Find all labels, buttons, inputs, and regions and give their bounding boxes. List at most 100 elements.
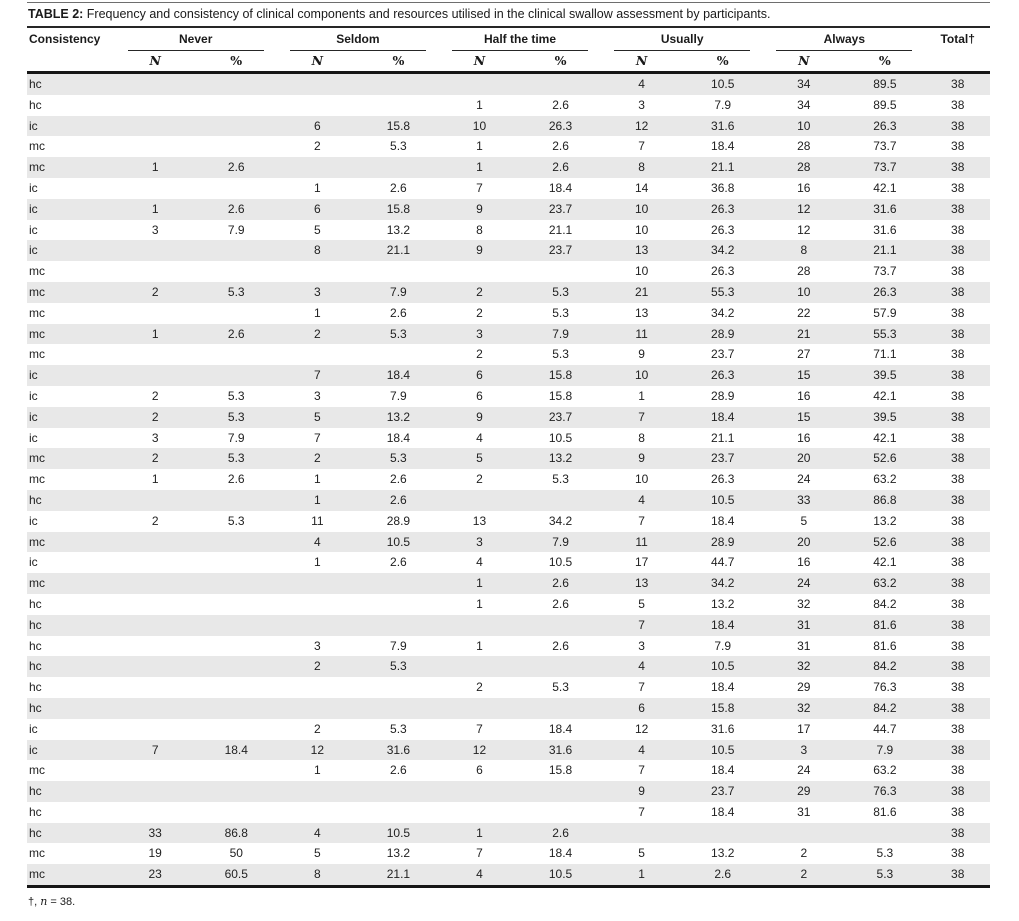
value-cell: 5.3 — [227, 451, 245, 466]
value-cell: 18.4 — [711, 804, 735, 819]
value-cell: 12 — [472, 742, 487, 757]
value-cell: 3 — [313, 638, 321, 653]
table-row: mc 4 10.5 3 7.9 11 28.9 20 52.6 38 — [27, 531, 990, 553]
total-cell: 38 — [951, 804, 965, 819]
value-cell: 15.8 — [386, 118, 411, 133]
value-cell: 1 — [638, 388, 645, 403]
value-cell: 7 — [476, 180, 483, 195]
value-cell: 44.7 — [873, 721, 897, 736]
value-cell: 2.6 — [390, 555, 407, 570]
value-cell: 12 — [310, 742, 324, 757]
value-cell: 20 — [797, 451, 811, 466]
table-row: mc 2 5.3 1 2.6 7 18.4 28 73.7 38 — [27, 136, 990, 157]
table-row: ic 3 7.9 7 18.4 4 10.5 8 21.1 16 42.1 38 — [27, 428, 990, 449]
value-cell — [115, 532, 196, 553]
subheader-seldom-n: N — [276, 51, 358, 74]
total-cell: 38 — [951, 700, 965, 715]
value-cell: 28.9 — [711, 326, 735, 341]
value-cell: 7.9 — [552, 326, 569, 341]
consistency-cell: mc — [27, 864, 115, 889]
value-cell — [196, 240, 277, 261]
value-cell — [358, 344, 439, 365]
value-cell: 42.1 — [873, 180, 897, 195]
value-cell — [358, 261, 439, 282]
value-cell — [844, 823, 925, 844]
value-cell: 8 — [638, 160, 645, 175]
value-cell: 84.2 — [873, 596, 897, 611]
value-cell: 6 — [476, 763, 483, 778]
value-cell: 20 — [797, 534, 811, 549]
value-cell: 13.2 — [548, 451, 573, 466]
consistency-cell: ic — [29, 721, 38, 736]
value-cell: 10.5 — [711, 77, 735, 91]
value-cell: 13.2 — [386, 846, 411, 861]
value-cell: 12 — [634, 118, 649, 133]
total-cell: 38 — [951, 492, 965, 507]
table-row: mc 2 5.3 2 5.3 5 13.2 9 23.7 20 52.6 38 — [27, 448, 990, 470]
value-cell — [115, 344, 196, 365]
value-cell — [196, 552, 277, 573]
frequency-consistency-table: Consistency Never Seldom Half the time U… — [27, 28, 990, 889]
value-cell — [277, 261, 358, 282]
table-header: Consistency Never Seldom Half the time U… — [27, 28, 990, 74]
total-cell: 38 — [951, 305, 965, 320]
table-row: hc 7 18.4 31 81.6 38 — [27, 614, 990, 636]
column-group-half-the-time-label: Half the time — [451, 32, 589, 51]
value-cell: 16 — [797, 430, 811, 445]
consistency-cell: ic — [29, 742, 38, 757]
value-cell: 2.6 — [227, 160, 245, 175]
value-cell — [520, 261, 601, 282]
table-row: mc 23 60.5 8 21.1 4 10.5 1 2.6 2 5.3 38 — [27, 864, 990, 889]
value-cell: 1 — [476, 139, 483, 154]
value-cell: 7 — [638, 680, 645, 695]
total-cell: 38 — [951, 77, 965, 91]
value-cell: 31.6 — [873, 201, 897, 216]
value-cell — [115, 303, 196, 324]
value-cell: 3 — [313, 388, 321, 403]
table-row: ic 1 2.6 4 10.5 17 44.7 16 42.1 38 — [27, 552, 990, 573]
value-cell — [196, 802, 277, 823]
table-row: hc 1 2.6 5 13.2 32 84.2 38 — [27, 594, 990, 615]
value-cell — [358, 573, 439, 594]
consistency-cell: mc — [29, 451, 45, 466]
value-cell: 84.2 — [873, 700, 897, 715]
value-cell: 18.4 — [711, 617, 735, 632]
group-header-row: Consistency Never Seldom Half the time U… — [27, 28, 990, 74]
consistency-cell: ic — [29, 430, 38, 445]
table-caption: TABLE 2: Frequency and consistency of cl… — [27, 3, 990, 28]
consistency-cell: hc — [29, 700, 42, 715]
value-cell — [196, 303, 277, 324]
value-cell: 39.5 — [873, 368, 897, 383]
value-cell: 13 — [634, 576, 649, 591]
value-cell: 34 — [797, 77, 811, 91]
total-cell: 38 — [951, 409, 965, 424]
value-cell: 2.6 — [390, 180, 407, 195]
value-cell: 5 — [638, 596, 645, 611]
value-cell — [277, 344, 358, 365]
table-row: mc 1 2.6 6 15.8 7 18.4 24 63.2 38 — [27, 760, 990, 781]
value-cell — [439, 615, 520, 636]
value-cell: 4 — [476, 430, 483, 445]
value-cell — [115, 73, 196, 95]
value-cell: 8 — [276, 864, 358, 889]
value-cell: 2.6 — [390, 492, 407, 507]
value-cell: 10.5 — [520, 864, 602, 889]
consistency-cell: mc — [29, 284, 45, 299]
consistency-cell: hc — [29, 825, 42, 840]
value-cell: 13 — [634, 305, 649, 320]
subheader-seldom-pct: % — [357, 51, 439, 74]
value-cell — [439, 490, 520, 511]
value-cell: 5.3 — [552, 472, 569, 487]
value-cell — [115, 615, 196, 636]
value-cell: 4 — [638, 742, 645, 757]
subheader-usually-pct: % — [682, 51, 764, 74]
value-cell: 1 — [476, 97, 483, 112]
value-cell: 27 — [797, 347, 811, 362]
value-cell: 42.1 — [873, 430, 897, 445]
value-cell: 16 — [797, 555, 811, 570]
value-cell — [520, 73, 601, 95]
value-cell: 52.6 — [873, 451, 897, 466]
value-cell: 1 — [313, 305, 321, 320]
value-cell: 1 — [476, 638, 483, 653]
value-cell: 73.7 — [873, 139, 897, 154]
